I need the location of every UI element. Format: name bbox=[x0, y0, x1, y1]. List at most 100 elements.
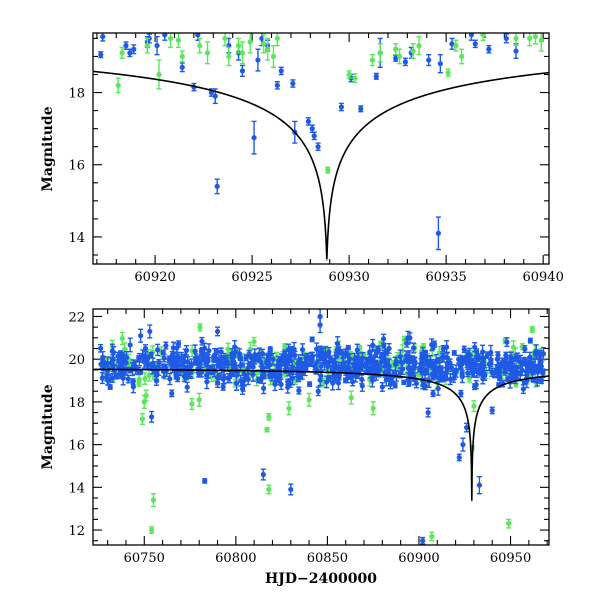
marker bbox=[204, 356, 210, 363]
marker bbox=[473, 354, 480, 360]
marker bbox=[155, 347, 161, 353]
top-model-curve bbox=[93, 70, 549, 261]
blue-band-point bbox=[401, 379, 407, 386]
marker bbox=[230, 355, 236, 361]
blue-band-point bbox=[184, 356, 191, 368]
marker bbox=[460, 355, 466, 362]
marker bbox=[369, 57, 376, 63]
marker bbox=[401, 379, 407, 386]
marker bbox=[321, 360, 327, 366]
blue-point bbox=[503, 33, 509, 44]
marker bbox=[522, 361, 529, 368]
green-point bbox=[416, 35, 422, 56]
marker bbox=[100, 34, 106, 40]
blue-point bbox=[309, 124, 315, 133]
marker bbox=[214, 348, 220, 355]
marker bbox=[380, 336, 387, 342]
marker bbox=[229, 371, 236, 378]
blue-band-point bbox=[471, 383, 478, 391]
marker bbox=[314, 359, 320, 366]
green-point bbox=[532, 33, 539, 45]
green-point bbox=[480, 33, 486, 41]
marker bbox=[472, 344, 478, 350]
marker bbox=[502, 367, 508, 373]
blue-band-point bbox=[184, 381, 190, 393]
blue-band-point bbox=[481, 366, 488, 381]
marker bbox=[538, 377, 545, 384]
blue-band-point bbox=[261, 382, 267, 395]
marker bbox=[352, 75, 358, 81]
marker bbox=[243, 355, 249, 361]
bottom-data-points bbox=[98, 309, 547, 545]
blue-band-point bbox=[240, 379, 246, 392]
blue-point bbox=[402, 57, 409, 67]
marker bbox=[314, 346, 320, 352]
blue-point bbox=[100, 33, 106, 42]
blue-point bbox=[274, 81, 280, 90]
blue-point bbox=[162, 33, 168, 41]
blue-band-point bbox=[527, 337, 533, 344]
marker bbox=[215, 380, 221, 386]
y-tick-label: 16 bbox=[68, 159, 85, 174]
marker bbox=[346, 71, 352, 78]
blue-band-point bbox=[515, 352, 521, 363]
marker bbox=[440, 374, 446, 380]
blue-band-point bbox=[420, 346, 426, 361]
green-point bbox=[396, 48, 403, 65]
marker bbox=[239, 50, 246, 56]
blue-band-point bbox=[212, 355, 218, 364]
marker bbox=[270, 356, 276, 362]
green-point bbox=[115, 77, 121, 94]
marker bbox=[355, 363, 362, 369]
marker bbox=[224, 361, 231, 367]
marker bbox=[131, 362, 137, 368]
blue-band-point bbox=[270, 352, 276, 366]
marker bbox=[511, 370, 517, 376]
blue-band-point bbox=[410, 342, 417, 354]
blue-band-point bbox=[363, 362, 369, 372]
blue-point bbox=[426, 53, 432, 67]
green-point bbox=[369, 53, 376, 67]
marker bbox=[251, 135, 257, 141]
marker bbox=[322, 351, 328, 357]
marker bbox=[184, 359, 191, 365]
blue-band-point bbox=[214, 347, 220, 356]
x-tick-label: 60930 bbox=[328, 270, 369, 285]
marker bbox=[255, 57, 261, 63]
marker bbox=[184, 384, 190, 390]
blue-point bbox=[338, 102, 344, 112]
marker bbox=[526, 366, 532, 372]
blue-band-point bbox=[422, 367, 428, 380]
green-point bbox=[204, 41, 211, 65]
green-band-point bbox=[251, 336, 257, 347]
blue-band-point bbox=[306, 381, 313, 387]
marker bbox=[100, 354, 106, 360]
blue-band-point bbox=[522, 345, 528, 354]
marker bbox=[326, 376, 333, 382]
green-point bbox=[247, 33, 253, 54]
blue-band-point bbox=[117, 350, 124, 365]
blue-band-point bbox=[151, 361, 157, 374]
top-x-tick-labels: 60920 60925 60930 60935 60940 bbox=[134, 270, 563, 285]
green-point bbox=[270, 44, 277, 68]
marker bbox=[392, 361, 399, 367]
blue-point bbox=[212, 88, 218, 105]
marker bbox=[291, 346, 297, 353]
marker bbox=[305, 118, 311, 125]
marker bbox=[429, 361, 435, 367]
blue-point bbox=[255, 48, 261, 72]
marker bbox=[127, 342, 133, 348]
blue-band-point bbox=[104, 374, 111, 386]
marker bbox=[331, 365, 338, 371]
marker bbox=[278, 68, 284, 74]
marker bbox=[305, 354, 311, 360]
marker bbox=[413, 380, 420, 386]
marker bbox=[130, 379, 136, 385]
marker bbox=[201, 345, 208, 351]
marker bbox=[204, 379, 210, 385]
marker bbox=[335, 380, 342, 386]
blue-band-point bbox=[236, 348, 243, 360]
marker bbox=[309, 336, 315, 342]
green-point bbox=[179, 50, 185, 63]
marker bbox=[131, 46, 137, 52]
